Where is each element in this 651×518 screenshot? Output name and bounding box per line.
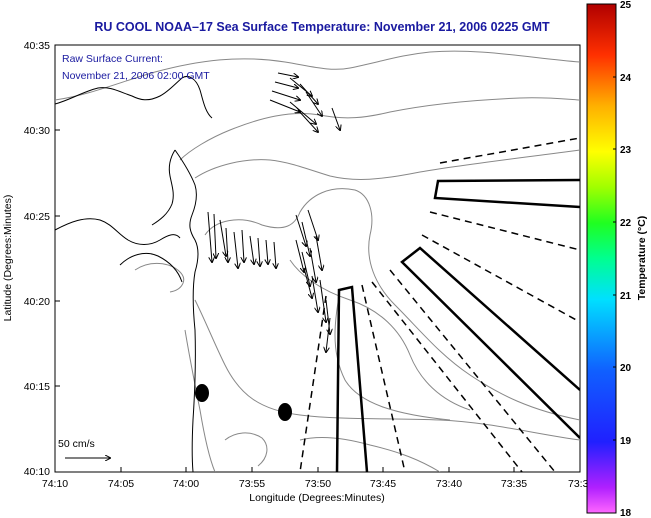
x-tick-label: 74:00 — [173, 478, 199, 490]
y-tick-labels: 40:35 40:30 40:25 40:20 40:15 40:10 — [24, 40, 50, 478]
y-tick-label: 40:35 — [24, 40, 50, 52]
station-marker-west — [195, 384, 209, 402]
x-tick-label: 73:50 — [305, 478, 331, 490]
y-tick-label: 40:30 — [24, 125, 50, 137]
surface-current-vectors — [207, 72, 340, 352]
x-tick-label: 73:40 — [436, 478, 462, 490]
colorbar-tick-label: 18 — [620, 508, 632, 518]
x-tick-label: 74:10 — [42, 478, 68, 490]
y-tick-label: 40:10 — [24, 466, 50, 478]
colorbar-tick-marks — [613, 76, 616, 441]
station-marker-east — [278, 403, 292, 421]
shipping-lanes — [335, 178, 580, 472]
x-tick-label: 73:3 — [568, 478, 589, 490]
y-tick-label: 40:15 — [24, 381, 50, 393]
x-tick-label: 74:05 — [108, 478, 134, 490]
colorbar-tick-labels: 25 24 23 22 21 20 19 18 — [620, 0, 632, 518]
colorbar-tick-label: 22 — [620, 218, 632, 229]
x-tick-label: 73:55 — [239, 478, 265, 490]
x-tick-labels: 74:10 74:05 74:00 73:55 73:50 73:45 73:4… — [42, 478, 589, 490]
colorbar-tick-label: 23 — [620, 145, 632, 156]
axis-tick-marks — [55, 44, 515, 472]
coastline — [55, 76, 213, 472]
scale-label: 50 cm/s — [58, 438, 95, 450]
separation-lines — [299, 137, 580, 472]
colorbar-tick-label: 24 — [620, 73, 632, 84]
map-layers — [55, 50, 580, 472]
colorbar-label: Temperature (°C) — [636, 216, 648, 301]
annotation-line1: Raw Surface Current: — [62, 53, 163, 65]
bathymetry-contours — [55, 50, 580, 472]
annotation-line2: November 21, 2006 02:00 GMT — [62, 70, 210, 82]
colorbar-tick-label: 25 — [620, 0, 632, 11]
temperature-colorbar — [586, 3, 617, 514]
figure-title: RU COOL NOAA–17 Sea Surface Temperature:… — [94, 20, 550, 34]
x-tick-label: 73:45 — [370, 478, 396, 490]
x-tick-label: 73:35 — [501, 478, 527, 490]
x-axis-label: Longitude (Degrees:Minutes) — [249, 492, 384, 504]
y-tick-label: 40:20 — [24, 296, 50, 308]
colorbar-tick-label: 19 — [620, 436, 632, 447]
colorbar-tick-label: 20 — [620, 363, 632, 374]
y-tick-label: 40:25 — [24, 211, 50, 223]
colorbar-tick-label: 21 — [620, 291, 632, 302]
y-axis-label: Latitude (Degrees:Minutes) — [2, 195, 14, 322]
